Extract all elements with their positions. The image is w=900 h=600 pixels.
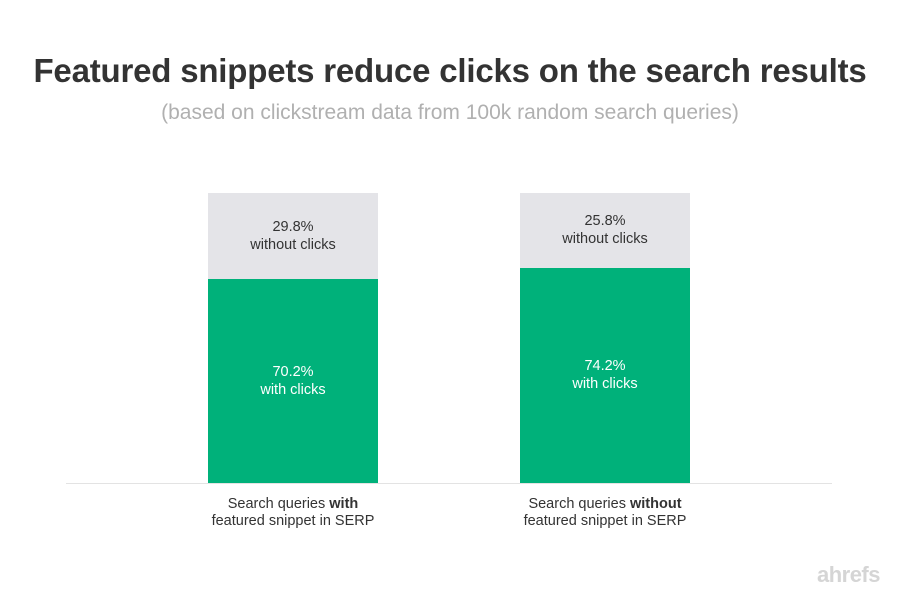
x-axis-baseline: [66, 483, 832, 484]
bar-segment-with-clicks: 70.2% with clicks: [208, 279, 378, 483]
chart-title: Featured snippets reduce clicks on the s…: [33, 52, 867, 89]
data-label-value: 74.2%: [584, 358, 626, 375]
ahrefs-logo: ahrefs: [816, 562, 881, 587]
stacked-bar-1: 70.2% with clicks 29.8% without clicks: [208, 193, 378, 483]
data-label: 70.2% with clicks: [208, 363, 378, 399]
data-label-value: 29.8%: [272, 219, 314, 236]
data-label: 25.8% without clicks: [520, 212, 690, 248]
bar-segment-without-clicks: 25.8% without clicks: [520, 193, 690, 268]
data-label-value: 25.8%: [584, 213, 626, 230]
stacked-bar-2: 74.2% with clicks 25.8% without clicks: [520, 193, 690, 483]
data-label-text: with clicks: [572, 376, 638, 393]
data-label: 74.2% with clicks: [520, 357, 690, 393]
x-tick-label: Search queries without featured snippet i…: [523, 496, 687, 529]
data-label-text: without clicks: [250, 237, 336, 254]
chart-subtitle: (based on clickstream data from 100k ran…: [161, 101, 739, 124]
x-tick-label: Search queries with featured snippet in S…: [211, 496, 375, 529]
data-label: 29.8% without clicks: [208, 218, 378, 254]
bar-segment-with-clicks: 74.2% with clicks: [520, 267, 690, 483]
data-label-text: without clicks: [562, 231, 648, 248]
plot-area: 70.2% with clicks 29.8% without clicks 74.2%…: [66, 185, 832, 485]
data-label-text: with clicks: [260, 382, 326, 399]
bar-segment-without-clicks: 29.8% without clicks: [208, 193, 378, 280]
data-label-value: 70.2%: [272, 364, 314, 381]
